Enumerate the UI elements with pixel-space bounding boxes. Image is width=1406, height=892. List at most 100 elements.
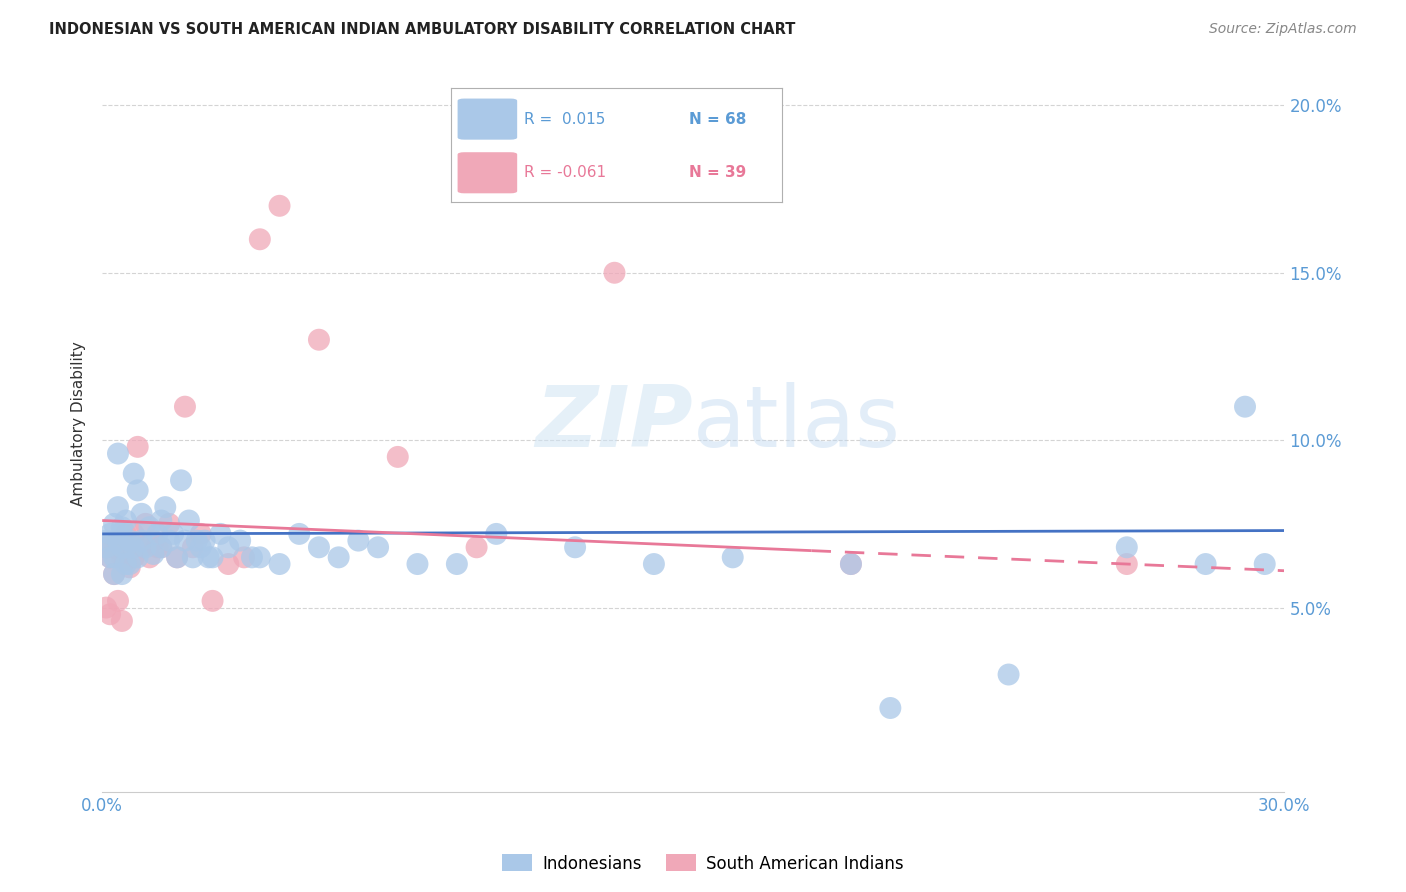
- Point: [174, 533, 197, 548]
- Point: [308, 541, 330, 555]
- Point: [217, 557, 239, 571]
- Point: [103, 550, 125, 565]
- Point: [194, 533, 217, 548]
- Point: [174, 400, 197, 414]
- Point: [142, 533, 165, 548]
- Point: [229, 533, 252, 548]
- Point: [643, 557, 665, 571]
- Point: [94, 541, 117, 555]
- Point: [269, 557, 291, 571]
- Point: [115, 541, 138, 555]
- Point: [131, 507, 153, 521]
- Point: [103, 516, 125, 531]
- Point: [603, 266, 626, 280]
- Text: Source: ZipAtlas.com: Source: ZipAtlas.com: [1209, 22, 1357, 37]
- Point: [115, 554, 138, 568]
- Point: [118, 557, 141, 571]
- Point: [118, 541, 141, 555]
- Point: [111, 567, 134, 582]
- Point: [127, 440, 149, 454]
- Point: [190, 541, 212, 555]
- Point: [138, 550, 160, 565]
- Point: [94, 600, 117, 615]
- Point: [347, 533, 370, 548]
- Point: [131, 533, 153, 548]
- Point: [406, 557, 429, 571]
- Point: [122, 541, 145, 555]
- Point: [1115, 557, 1137, 571]
- Point: [111, 614, 134, 628]
- Y-axis label: Ambulatory Disability: Ambulatory Disability: [72, 341, 86, 506]
- Point: [240, 550, 263, 565]
- Point: [328, 550, 350, 565]
- Point: [1254, 557, 1277, 571]
- Point: [839, 557, 862, 571]
- Point: [209, 527, 232, 541]
- Point: [249, 232, 271, 246]
- Point: [131, 541, 153, 555]
- Point: [150, 514, 173, 528]
- Point: [115, 514, 138, 528]
- Point: [115, 527, 138, 541]
- Point: [157, 533, 180, 548]
- Point: [288, 527, 311, 541]
- Point: [387, 450, 409, 464]
- Point: [127, 483, 149, 498]
- Text: atlas: atlas: [693, 382, 901, 465]
- Point: [879, 701, 901, 715]
- Point: [135, 516, 157, 531]
- Point: [122, 550, 145, 565]
- Point: [367, 541, 389, 555]
- Point: [166, 550, 188, 565]
- Point: [233, 550, 256, 565]
- Point: [308, 333, 330, 347]
- Point: [485, 527, 508, 541]
- Point: [98, 527, 121, 541]
- Point: [465, 541, 488, 555]
- Point: [111, 541, 134, 555]
- Point: [122, 527, 145, 541]
- Point: [839, 557, 862, 571]
- Point: [111, 550, 134, 565]
- Point: [98, 550, 121, 565]
- Point: [249, 550, 271, 565]
- Point: [127, 550, 149, 565]
- Point: [155, 500, 177, 515]
- Point: [107, 446, 129, 460]
- Point: [170, 473, 193, 487]
- Point: [107, 500, 129, 515]
- Point: [94, 541, 117, 555]
- Point: [103, 567, 125, 582]
- Point: [118, 560, 141, 574]
- Point: [150, 541, 173, 555]
- Point: [269, 199, 291, 213]
- Point: [107, 533, 129, 548]
- Point: [98, 607, 121, 622]
- Legend: Indonesians, South American Indians: Indonesians, South American Indians: [495, 847, 911, 880]
- Point: [107, 533, 129, 548]
- Point: [146, 541, 169, 555]
- Point: [1115, 541, 1137, 555]
- Point: [146, 527, 169, 541]
- Point: [103, 567, 125, 582]
- Point: [103, 541, 125, 555]
- Point: [181, 550, 204, 565]
- Point: [190, 527, 212, 541]
- Point: [107, 594, 129, 608]
- Point: [138, 520, 160, 534]
- Point: [98, 550, 121, 565]
- Point: [122, 467, 145, 481]
- Point: [997, 667, 1019, 681]
- Point: [564, 541, 586, 555]
- Point: [111, 520, 134, 534]
- Point: [135, 541, 157, 555]
- Point: [1234, 400, 1257, 414]
- Point: [118, 533, 141, 548]
- Point: [197, 550, 219, 565]
- Point: [150, 541, 173, 555]
- Point: [186, 533, 208, 548]
- Point: [1194, 557, 1216, 571]
- Point: [157, 516, 180, 531]
- Text: INDONESIAN VS SOUTH AMERICAN INDIAN AMBULATORY DISABILITY CORRELATION CHART: INDONESIAN VS SOUTH AMERICAN INDIAN AMBU…: [49, 22, 796, 37]
- Point: [162, 527, 184, 541]
